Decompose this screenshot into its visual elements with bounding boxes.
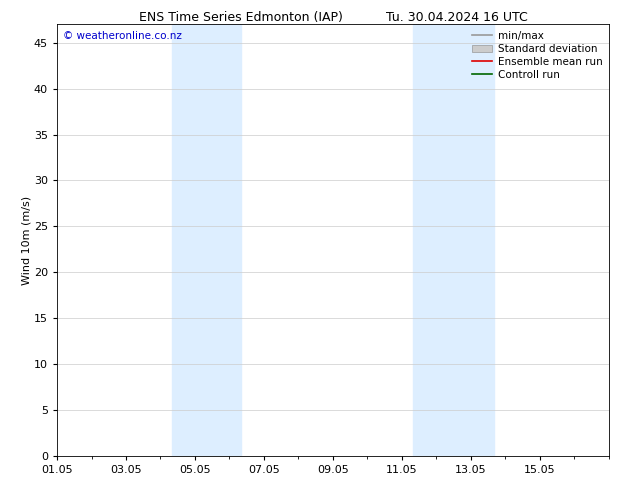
Bar [413,24,436,456]
Bar [172,24,195,456]
Legend: min/max, Standard deviation, Ensemble mean run, Controll run: min/max, Standard deviation, Ensemble me… [467,26,607,84]
Y-axis label: Wind 10m (m/s): Wind 10m (m/s) [21,196,31,285]
Bar [436,24,494,456]
Text: Tu. 30.04.2024 16 UTC: Tu. 30.04.2024 16 UTC [385,11,527,24]
Text: ENS Time Series Edmonton (IAP): ENS Time Series Edmonton (IAP) [139,11,343,24]
Text: © weatheronline.co.nz: © weatheronline.co.nz [63,31,181,41]
Bar [195,24,241,456]
